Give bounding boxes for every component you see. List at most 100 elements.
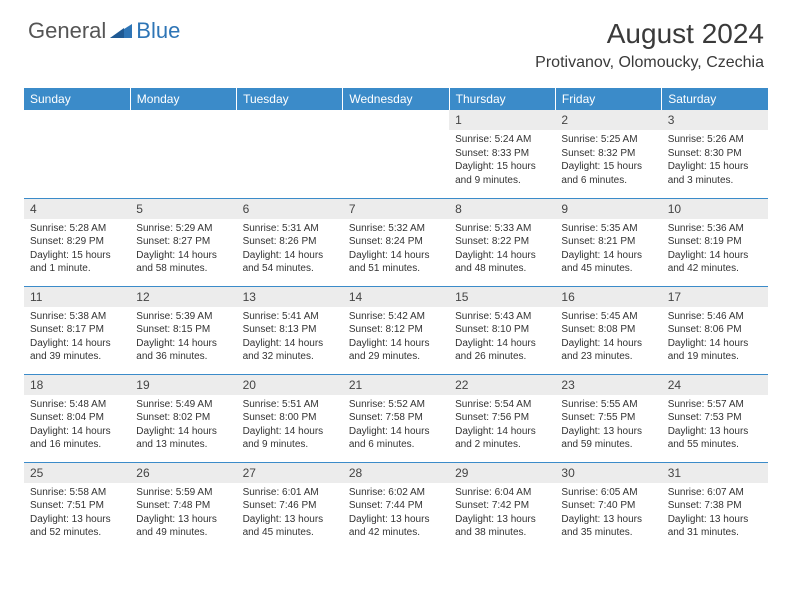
daylight-text: Daylight: 14 hours and 26 minutes. [455, 337, 549, 364]
day-number: 6 [237, 199, 343, 219]
day-info: Sunrise: 5:26 AMSunset: 8:30 PMDaylight:… [662, 130, 768, 191]
daylight-text: Daylight: 13 hours and 52 minutes. [30, 513, 124, 540]
calendar-day-cell: 26Sunrise: 5:59 AMSunset: 7:48 PMDayligh… [130, 462, 236, 550]
sunrise-text: Sunrise: 5:45 AM [561, 310, 655, 324]
calendar-day-cell: 17Sunrise: 5:46 AMSunset: 8:06 PMDayligh… [662, 286, 768, 374]
calendar-day-cell: 10Sunrise: 5:36 AMSunset: 8:19 PMDayligh… [662, 198, 768, 286]
sunset-text: Sunset: 8:13 PM [243, 323, 337, 337]
calendar-week-row: 1Sunrise: 5:24 AMSunset: 8:33 PMDaylight… [24, 110, 768, 198]
day-info: Sunrise: 5:41 AMSunset: 8:13 PMDaylight:… [237, 307, 343, 368]
day-number: 1 [449, 110, 555, 130]
calendar-day-cell: 3Sunrise: 5:26 AMSunset: 8:30 PMDaylight… [662, 110, 768, 198]
calendar-day-cell: 16Sunrise: 5:45 AMSunset: 8:08 PMDayligh… [555, 286, 661, 374]
sunset-text: Sunset: 8:00 PM [243, 411, 337, 425]
day-number: 18 [24, 375, 130, 395]
day-info: Sunrise: 5:45 AMSunset: 8:08 PMDaylight:… [555, 307, 661, 368]
sunset-text: Sunset: 8:24 PM [349, 235, 443, 249]
sunset-text: Sunset: 7:51 PM [30, 499, 124, 513]
day-info: Sunrise: 5:46 AMSunset: 8:06 PMDaylight:… [662, 307, 768, 368]
sunrise-text: Sunrise: 5:46 AM [668, 310, 762, 324]
header: General Blue August 2024 Protivanov, Olo… [0, 0, 792, 80]
sunrise-text: Sunrise: 5:39 AM [136, 310, 230, 324]
sunrise-text: Sunrise: 5:51 AM [243, 398, 337, 412]
weekday-header: Wednesday [343, 88, 449, 110]
daylight-text: Daylight: 14 hours and 29 minutes. [349, 337, 443, 364]
day-number: 23 [555, 375, 661, 395]
calendar-week-row: 25Sunrise: 5:58 AMSunset: 7:51 PMDayligh… [24, 462, 768, 550]
day-number: 12 [130, 287, 236, 307]
calendar-day-cell [24, 110, 130, 198]
sunset-text: Sunset: 7:48 PM [136, 499, 230, 513]
day-number: 24 [662, 375, 768, 395]
sunrise-text: Sunrise: 5:58 AM [30, 486, 124, 500]
day-number: 4 [24, 199, 130, 219]
calendar-day-cell: 21Sunrise: 5:52 AMSunset: 7:58 PMDayligh… [343, 374, 449, 462]
day-number: 2 [555, 110, 661, 130]
daylight-text: Daylight: 13 hours and 38 minutes. [455, 513, 549, 540]
sunrise-text: Sunrise: 5:49 AM [136, 398, 230, 412]
sunset-text: Sunset: 8:17 PM [30, 323, 124, 337]
day-info: Sunrise: 5:29 AMSunset: 8:27 PMDaylight:… [130, 219, 236, 280]
day-info: Sunrise: 5:42 AMSunset: 8:12 PMDaylight:… [343, 307, 449, 368]
day-number: 11 [24, 287, 130, 307]
day-info: Sunrise: 5:32 AMSunset: 8:24 PMDaylight:… [343, 219, 449, 280]
daylight-text: Daylight: 14 hours and 58 minutes. [136, 249, 230, 276]
sunrise-text: Sunrise: 6:04 AM [455, 486, 549, 500]
daylight-text: Daylight: 14 hours and 42 minutes. [668, 249, 762, 276]
calendar-week-row: 18Sunrise: 5:48 AMSunset: 8:04 PMDayligh… [24, 374, 768, 462]
daylight-text: Daylight: 14 hours and 16 minutes. [30, 425, 124, 452]
daylight-text: Daylight: 14 hours and 45 minutes. [561, 249, 655, 276]
sunset-text: Sunset: 8:02 PM [136, 411, 230, 425]
calendar-day-cell: 30Sunrise: 6:05 AMSunset: 7:40 PMDayligh… [555, 462, 661, 550]
calendar-day-cell: 11Sunrise: 5:38 AMSunset: 8:17 PMDayligh… [24, 286, 130, 374]
logo-text-general: General [28, 18, 106, 44]
day-info: Sunrise: 5:54 AMSunset: 7:56 PMDaylight:… [449, 395, 555, 456]
day-info: Sunrise: 5:52 AMSunset: 7:58 PMDaylight:… [343, 395, 449, 456]
daylight-text: Daylight: 15 hours and 3 minutes. [668, 160, 762, 187]
day-info: Sunrise: 6:04 AMSunset: 7:42 PMDaylight:… [449, 483, 555, 544]
calendar-day-cell: 6Sunrise: 5:31 AMSunset: 8:26 PMDaylight… [237, 198, 343, 286]
day-number: 22 [449, 375, 555, 395]
sunset-text: Sunset: 8:08 PM [561, 323, 655, 337]
calendar-table: Sunday Monday Tuesday Wednesday Thursday… [24, 88, 768, 550]
calendar-day-cell [130, 110, 236, 198]
sunset-text: Sunset: 7:44 PM [349, 499, 443, 513]
sunrise-text: Sunrise: 5:38 AM [30, 310, 124, 324]
daylight-text: Daylight: 14 hours and 32 minutes. [243, 337, 337, 364]
logo: General Blue [28, 18, 180, 44]
day-info: Sunrise: 5:25 AMSunset: 8:32 PMDaylight:… [555, 130, 661, 191]
day-number: 21 [343, 375, 449, 395]
sunrise-text: Sunrise: 5:48 AM [30, 398, 124, 412]
day-info: Sunrise: 5:33 AMSunset: 8:22 PMDaylight:… [449, 219, 555, 280]
daylight-text: Daylight: 14 hours and 19 minutes. [668, 337, 762, 364]
day-info: Sunrise: 5:58 AMSunset: 7:51 PMDaylight:… [24, 483, 130, 544]
sunset-text: Sunset: 7:56 PM [455, 411, 549, 425]
day-info: Sunrise: 5:49 AMSunset: 8:02 PMDaylight:… [130, 395, 236, 456]
calendar-day-cell: 31Sunrise: 6:07 AMSunset: 7:38 PMDayligh… [662, 462, 768, 550]
sunrise-text: Sunrise: 5:29 AM [136, 222, 230, 236]
calendar-day-cell: 13Sunrise: 5:41 AMSunset: 8:13 PMDayligh… [237, 286, 343, 374]
calendar-day-cell: 2Sunrise: 5:25 AMSunset: 8:32 PMDaylight… [555, 110, 661, 198]
sunrise-text: Sunrise: 5:24 AM [455, 133, 549, 147]
daylight-text: Daylight: 14 hours and 6 minutes. [349, 425, 443, 452]
sunrise-text: Sunrise: 6:05 AM [561, 486, 655, 500]
month-title: August 2024 [535, 18, 764, 50]
calendar-day-cell: 1Sunrise: 5:24 AMSunset: 8:33 PMDaylight… [449, 110, 555, 198]
calendar-day-cell: 23Sunrise: 5:55 AMSunset: 7:55 PMDayligh… [555, 374, 661, 462]
sunset-text: Sunset: 8:22 PM [455, 235, 549, 249]
calendar-day-cell: 22Sunrise: 5:54 AMSunset: 7:56 PMDayligh… [449, 374, 555, 462]
calendar-day-cell: 8Sunrise: 5:33 AMSunset: 8:22 PMDaylight… [449, 198, 555, 286]
calendar-day-cell: 12Sunrise: 5:39 AMSunset: 8:15 PMDayligh… [130, 286, 236, 374]
daylight-text: Daylight: 14 hours and 23 minutes. [561, 337, 655, 364]
day-info: Sunrise: 5:24 AMSunset: 8:33 PMDaylight:… [449, 130, 555, 191]
calendar-day-cell [343, 110, 449, 198]
day-info: Sunrise: 6:01 AMSunset: 7:46 PMDaylight:… [237, 483, 343, 544]
sunrise-text: Sunrise: 5:36 AM [668, 222, 762, 236]
sunset-text: Sunset: 8:30 PM [668, 147, 762, 161]
day-info: Sunrise: 5:43 AMSunset: 8:10 PMDaylight:… [449, 307, 555, 368]
sunrise-text: Sunrise: 5:59 AM [136, 486, 230, 500]
day-number: 9 [555, 199, 661, 219]
weekday-header: Friday [555, 88, 661, 110]
daylight-text: Daylight: 13 hours and 42 minutes. [349, 513, 443, 540]
day-info: Sunrise: 5:35 AMSunset: 8:21 PMDaylight:… [555, 219, 661, 280]
